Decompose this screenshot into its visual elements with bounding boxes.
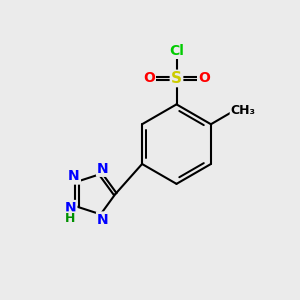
Text: O: O: [198, 71, 210, 85]
Text: N: N: [64, 201, 76, 215]
Text: N: N: [97, 162, 109, 176]
Text: N: N: [97, 213, 109, 226]
Text: S: S: [171, 71, 182, 86]
Text: CH₃: CH₃: [231, 104, 256, 117]
Text: O: O: [143, 71, 155, 85]
Text: H: H: [65, 212, 76, 226]
Text: N: N: [68, 169, 80, 183]
Text: Cl: Cl: [169, 44, 184, 58]
